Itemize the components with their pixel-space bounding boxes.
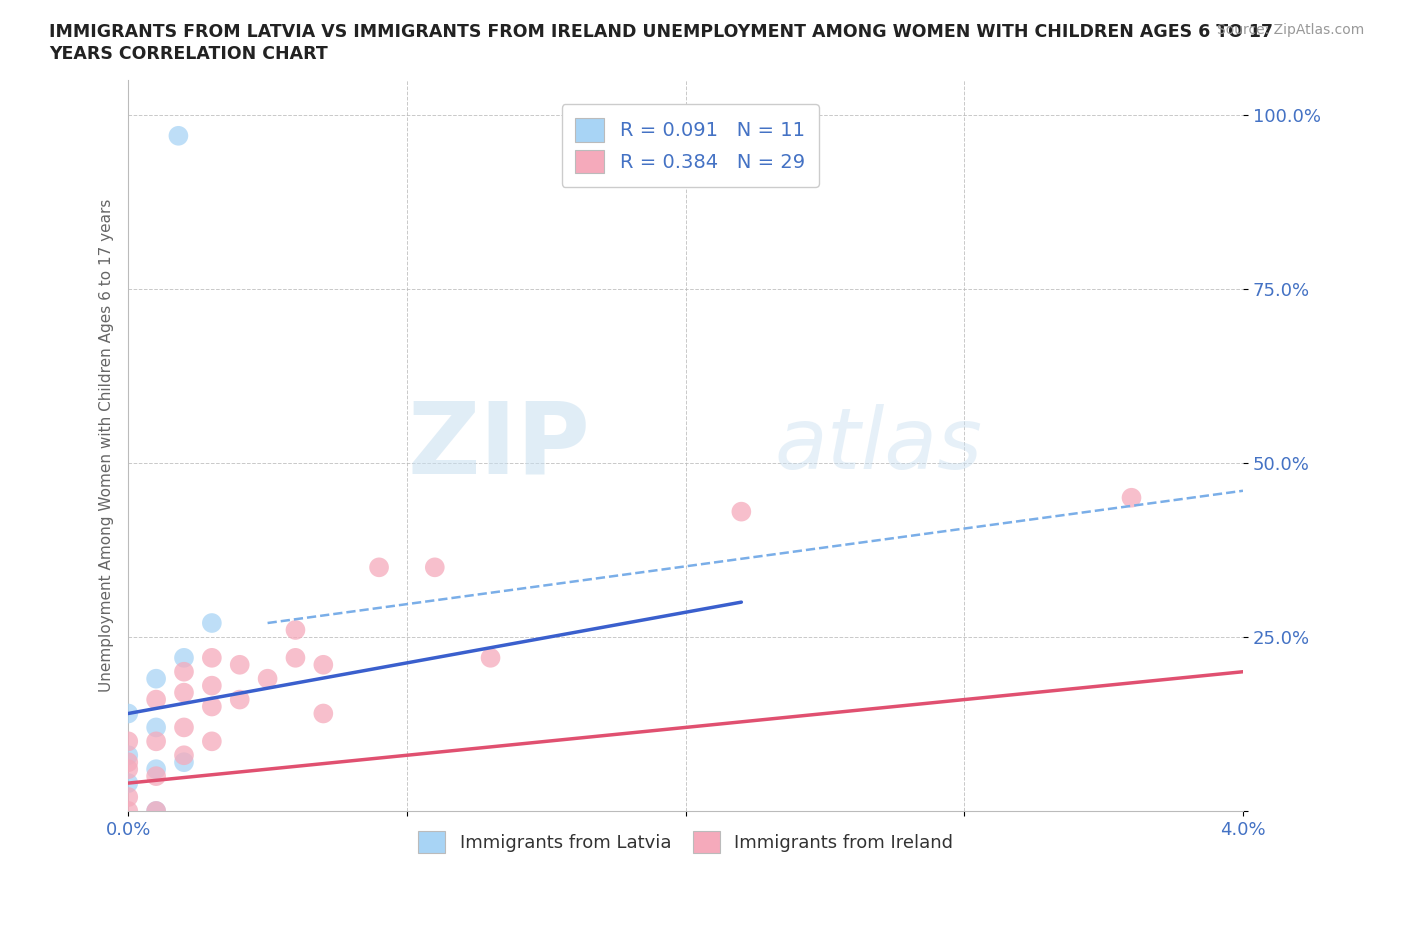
Text: YEARS CORRELATION CHART: YEARS CORRELATION CHART — [49, 45, 328, 62]
Point — [173, 664, 195, 679]
Y-axis label: Unemployment Among Women with Children Ages 6 to 17 years: Unemployment Among Women with Children A… — [100, 199, 114, 692]
Point — [145, 804, 167, 818]
Point — [173, 748, 195, 763]
Text: IMMIGRANTS FROM LATVIA VS IMMIGRANTS FROM IRELAND UNEMPLOYMENT AMONG WOMEN WITH : IMMIGRANTS FROM LATVIA VS IMMIGRANTS FRO… — [49, 23, 1274, 41]
Point — [1121, 490, 1143, 505]
Point — [173, 685, 195, 700]
Point — [167, 128, 190, 143]
Point — [145, 692, 167, 707]
Point — [117, 762, 139, 777]
Point — [201, 699, 224, 714]
Point — [368, 560, 391, 575]
Point — [117, 790, 139, 804]
Point — [228, 692, 250, 707]
Point — [173, 755, 195, 770]
Point — [201, 650, 224, 665]
Point — [117, 748, 139, 763]
Point — [201, 678, 224, 693]
Point — [117, 755, 139, 770]
Point — [730, 504, 752, 519]
Point — [201, 616, 224, 631]
Point — [479, 650, 502, 665]
Point — [312, 706, 335, 721]
Point — [145, 804, 167, 818]
Point — [284, 650, 307, 665]
Point — [145, 769, 167, 784]
Point — [117, 776, 139, 790]
Legend: Immigrants from Latvia, Immigrants from Ireland: Immigrants from Latvia, Immigrants from … — [411, 824, 960, 860]
Point — [145, 734, 167, 749]
Point — [117, 734, 139, 749]
Point — [145, 720, 167, 735]
Point — [173, 720, 195, 735]
Point — [173, 650, 195, 665]
Point — [228, 658, 250, 672]
Text: atlas: atlas — [775, 404, 983, 487]
Point — [117, 804, 139, 818]
Point — [201, 734, 224, 749]
Point — [117, 706, 139, 721]
Point — [423, 560, 446, 575]
Point — [256, 671, 278, 686]
Text: ZIP: ZIP — [408, 397, 591, 494]
Text: Source: ZipAtlas.com: Source: ZipAtlas.com — [1216, 23, 1364, 37]
Point — [145, 671, 167, 686]
Point — [145, 762, 167, 777]
Point — [284, 622, 307, 637]
Point — [312, 658, 335, 672]
